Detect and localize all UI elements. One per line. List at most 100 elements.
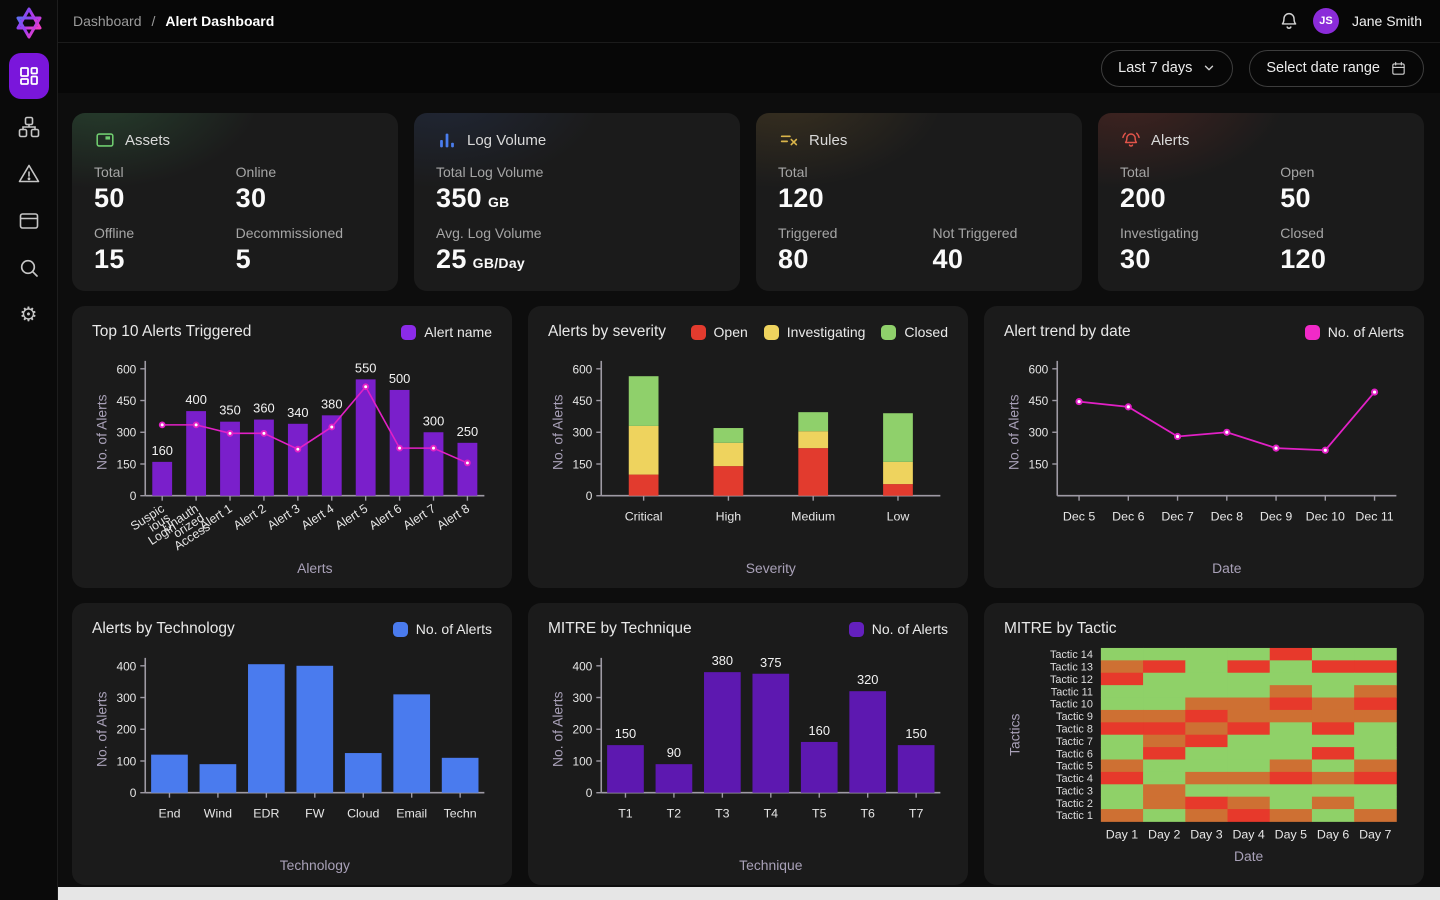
heatmap-cell	[1227, 771, 1271, 785]
heatmap-cell	[1185, 796, 1228, 810]
x-axis-label: Date	[1212, 560, 1242, 576]
heatmap-cell	[1100, 747, 1144, 760]
stack-segment	[713, 442, 744, 467]
x-axis-label: Technique	[739, 857, 803, 873]
legend-item: Closed	[881, 324, 948, 340]
heatmap-cell	[1185, 809, 1228, 822]
bar	[152, 461, 173, 496]
heatmap-cell	[1143, 660, 1186, 674]
heatmap-cell	[1311, 647, 1355, 661]
stat-item: Total Log Volume 350 GB	[436, 164, 544, 213]
bar	[321, 415, 342, 496]
x-category-label: Dec 9	[1260, 510, 1292, 524]
x-category-label: Low	[887, 510, 910, 524]
x-category-label: T2	[667, 807, 682, 821]
sidebar-item-window[interactable]	[9, 201, 49, 241]
avatar[interactable]: JS	[1312, 8, 1339, 34]
heatmap-cell	[1185, 759, 1228, 773]
sidebar-item-settings[interactable]: ⚙	[9, 295, 49, 335]
y-tick-label: 600	[116, 362, 136, 376]
bar	[199, 764, 237, 793]
bar	[254, 419, 274, 496]
heatmap-cell	[1143, 771, 1186, 785]
heatmap-cell	[1143, 672, 1186, 686]
svg-text:Alert 8: Alert 8	[434, 501, 472, 532]
heatmap-cell	[1227, 647, 1271, 661]
sidebar-item-alerts[interactable]	[9, 154, 49, 194]
heatmap-cell	[1227, 722, 1271, 736]
sidebar-item-search[interactable]	[9, 248, 49, 288]
chart-legend: No. of Alerts	[1304, 324, 1404, 340]
bar-value-label: 250	[457, 424, 478, 439]
x-category-label: Alert 6	[367, 501, 405, 532]
x-category-label: Dec 10	[1306, 510, 1345, 524]
x-axis-label: Date	[1234, 848, 1264, 864]
sidebar-item-workflow[interactable]	[9, 107, 49, 147]
star-logo-icon	[16, 7, 41, 39]
stat-item: Total 200	[1120, 164, 1166, 213]
stat-item: Avg. Log Volume 25 GB/Day	[436, 225, 542, 274]
heatmap-cell	[1311, 672, 1355, 686]
chart-legend: No. of Alerts	[392, 621, 492, 637]
calendar-icon	[1392, 61, 1405, 75]
bar-value-label: 500	[389, 371, 410, 386]
x-category-label: Alert 5	[333, 501, 371, 532]
breadcrumb-separator: /	[151, 13, 156, 29]
workflow-icon	[18, 116, 39, 138]
bar	[389, 389, 410, 496]
date-range-label: Select date range	[1266, 60, 1380, 76]
heatmap-cell	[1100, 734, 1144, 748]
legend-swatch	[690, 324, 706, 340]
bar-value-label: 150	[905, 726, 926, 741]
date-range-picker[interactable]: Select date range	[1249, 49, 1424, 87]
x-category-label: Alert 7	[400, 501, 438, 532]
heatmap-cell	[1269, 759, 1313, 773]
x-category-label: End	[158, 807, 180, 821]
heatmap-cell	[1143, 709, 1186, 723]
y-axis-label: No. of Alerts	[550, 691, 566, 767]
breadcrumb-parent[interactable]: Dashboard	[73, 13, 142, 29]
stat-unit: GB	[487, 194, 510, 210]
bar	[441, 757, 479, 793]
chevron-down-icon	[1205, 65, 1214, 71]
legend-label: Open	[713, 324, 748, 340]
legend-label: Alert name	[424, 324, 492, 340]
heatmap-cell	[1100, 685, 1144, 698]
bar	[655, 764, 693, 793]
x-category-label: T1	[618, 807, 633, 821]
time-range-dropdown[interactable]: Last 7 days	[1101, 49, 1234, 87]
x-category-label: Dec 6	[1112, 510, 1144, 524]
heatmap-row-label: Tactic 8	[1056, 723, 1093, 735]
heatmap-cell	[1100, 796, 1144, 810]
app-logo[interactable]	[11, 5, 47, 46]
heatmap-cell	[1227, 759, 1271, 773]
x-category-label: Day 4	[1232, 827, 1264, 841]
heatmap-cell	[1269, 809, 1313, 822]
x-category-label: T6	[860, 807, 875, 821]
heatmap-cell	[1227, 809, 1271, 822]
svg-text:Alert 7: Alert 7	[400, 501, 438, 532]
heatmap-cell	[1354, 709, 1397, 723]
stat-item: Offline 15	[94, 225, 135, 274]
heatmap-cell	[1100, 660, 1144, 674]
svg-text:Alert 6: Alert 6	[367, 501, 405, 532]
bar	[151, 754, 188, 793]
heatmap-cell	[1143, 747, 1186, 760]
x-category-label: Day 3	[1190, 827, 1222, 841]
y-tick-label: 300	[572, 426, 592, 440]
sidebar-item-dashboard[interactable]	[8, 53, 49, 99]
mitre-by-technique-chart-card: MITRE by Technique No. of Alerts 0 100 200…	[528, 603, 968, 885]
bar	[220, 421, 240, 496]
bar	[248, 664, 285, 793]
heatmap-cell	[1185, 685, 1228, 698]
x-category-label: High	[716, 510, 742, 524]
heatmap-cell	[1311, 759, 1355, 773]
heatmap-cell	[1354, 747, 1397, 760]
heatmap-cell	[1269, 796, 1313, 810]
bell-icon[interactable]	[1278, 10, 1300, 32]
line-marker-core	[228, 431, 232, 435]
y-tick-label: 100	[116, 754, 136, 768]
heatmap-row-label: Tactic 7	[1056, 736, 1093, 748]
